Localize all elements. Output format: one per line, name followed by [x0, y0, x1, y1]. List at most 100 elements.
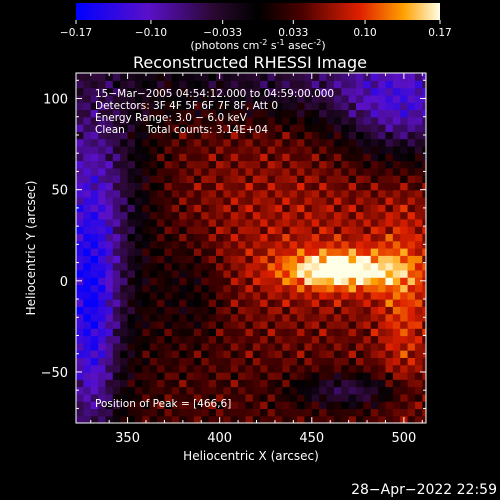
heatmap-cell: [90, 401, 99, 410]
heatmap-cell: [333, 218, 342, 227]
heatmap-cell: [407, 306, 416, 315]
heatmap-cell: [304, 379, 313, 388]
heatmap-cell: [260, 379, 269, 388]
heatmap-cell: [363, 328, 372, 337]
plot-frame: [75, 72, 427, 424]
heatmap-cell: [333, 364, 342, 373]
heatmap-cell: [179, 255, 188, 264]
heatmap-cell: [238, 204, 247, 213]
heatmap-cell: [127, 342, 136, 351]
heatmap-cell: [378, 189, 387, 198]
heatmap-cell: [326, 145, 335, 154]
heatmap-cell: [193, 277, 202, 286]
heatmap-cell: [422, 415, 426, 423]
heatmap-cell: [216, 218, 224, 227]
heatmap-cell: [208, 145, 217, 154]
heatmap-cell: [319, 357, 328, 366]
heatmap-cell: [260, 204, 269, 213]
heatmap-cell: [311, 262, 320, 271]
heatmap-cell: [311, 182, 320, 191]
heatmap-cell: [282, 131, 291, 140]
heatmap-cell: [193, 313, 202, 322]
heatmap-cell: [407, 73, 416, 81]
heatmap-cell: [282, 116, 291, 125]
heatmap-cell: [333, 320, 342, 329]
heatmap-cell: [311, 160, 320, 169]
heatmap-cell: [98, 335, 107, 344]
heatmap-cell: [245, 73, 254, 81]
heatmap-cell: [157, 313, 166, 322]
heatmap-cell: [274, 320, 283, 329]
heatmap-cell: [378, 211, 387, 220]
heatmap-cell: [83, 160, 92, 169]
heatmap-cell: [90, 415, 99, 423]
heatmap-cell: [370, 371, 379, 380]
heatmap-cell: [83, 371, 92, 380]
heatmap-cell: [157, 138, 166, 147]
heatmap-cell: [274, 189, 283, 198]
heatmap-cell: [252, 342, 261, 351]
heatmap-cell: [171, 182, 180, 191]
heatmap-cell: [201, 196, 210, 205]
heatmap-cell: [252, 408, 261, 417]
heatmap-cell: [363, 313, 372, 322]
heatmap-cell: [120, 320, 129, 329]
heatmap-cell: [348, 299, 357, 307]
heatmap-cell: [83, 269, 92, 278]
heatmap-cell: [76, 408, 84, 417]
heatmap-cell: [392, 299, 401, 307]
heatmap-cell: [164, 240, 173, 249]
heatmap-cell: [392, 386, 401, 395]
heatmap-cell: [400, 189, 409, 198]
heatmap-cell: [120, 277, 129, 286]
heatmap-cell: [267, 94, 276, 103]
heatmap-cell: [356, 255, 364, 264]
heatmap-cell: [274, 94, 283, 103]
heatmap-cell: [171, 167, 180, 176]
heatmap-cell: [216, 248, 224, 256]
heatmap-cell: [112, 350, 121, 358]
heatmap-cell: [230, 218, 239, 227]
heatmap-cell: [171, 248, 180, 256]
heatmap-cell: [127, 415, 136, 423]
heatmap-cell: [282, 364, 291, 373]
heatmap-cell: [193, 328, 202, 337]
heatmap-cell: [98, 313, 107, 322]
heatmap-cell: [245, 415, 254, 423]
heatmap-cell: [171, 364, 180, 373]
heatmap-cell: [400, 182, 409, 191]
heatmap-cell: [216, 291, 224, 300]
heatmap-cell: [157, 350, 166, 358]
heatmap-cell: [392, 364, 401, 373]
heatmap-cell: [282, 342, 291, 351]
heatmap-cell: [260, 342, 269, 351]
heatmap-cell: [142, 145, 151, 154]
heatmap-cell: [422, 306, 426, 315]
heatmap-cell: [223, 218, 232, 227]
heatmap-cell: [252, 277, 261, 286]
heatmap-cell: [282, 167, 291, 176]
heatmap-cell: [201, 393, 210, 402]
heatmap-cell: [157, 277, 166, 286]
heatmap-cell: [201, 73, 210, 81]
heatmap-cell: [201, 145, 210, 154]
heatmap-cell: [149, 160, 158, 169]
heatmap-cell: [341, 335, 350, 344]
heatmap-cell: [193, 284, 202, 293]
heatmap-cell: [120, 408, 129, 417]
heatmap-cell: [179, 102, 188, 111]
heatmap-cell: [400, 145, 409, 154]
heatmap-cell: [392, 255, 401, 264]
heatmap-cell: [289, 277, 298, 286]
heatmap-cell: [304, 328, 313, 337]
heatmap-cell: [127, 109, 136, 118]
heatmap-cell: [267, 167, 276, 176]
heatmap-cell: [333, 102, 342, 111]
heatmap-cell: [134, 204, 143, 213]
heatmap-cell: [348, 379, 357, 388]
heatmap-cell: [407, 277, 416, 286]
heatmap-cell: [230, 160, 239, 169]
heatmap-cell: [164, 371, 173, 380]
heatmap-cell: [341, 182, 350, 191]
heatmap-cell: [230, 269, 239, 278]
